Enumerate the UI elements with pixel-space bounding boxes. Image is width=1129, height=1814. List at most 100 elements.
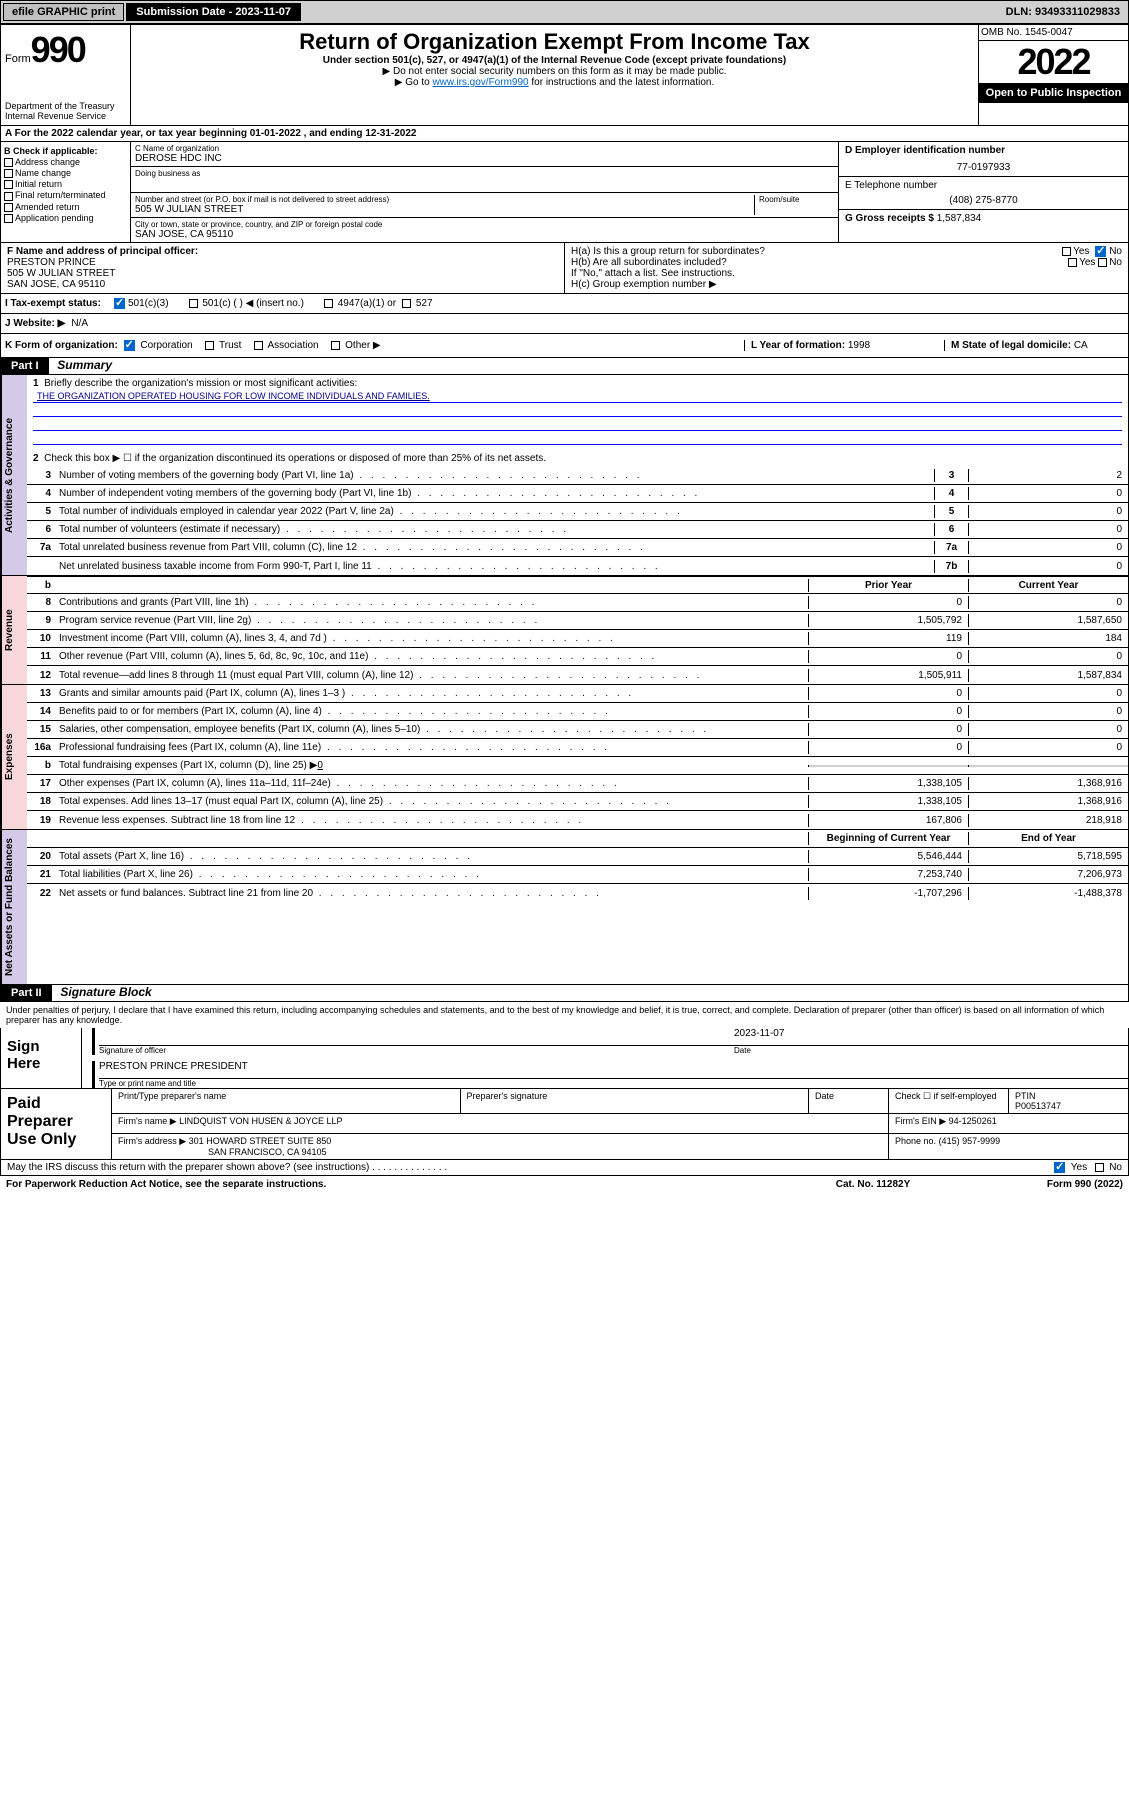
opt-other[interactable]: Other ▶ [345,340,380,351]
hb-yes[interactable]: Yes [1079,257,1095,268]
chk-initial-return[interactable]: Initial return [4,179,127,189]
col-current-year: Current Year [968,579,1128,592]
opt-association[interactable]: Association [267,340,318,351]
dln: DLN: 93493311029833 [998,4,1128,20]
row-b-marker: b [27,579,55,592]
opt-4947[interactable]: 4947(a)(1) or [338,298,396,309]
date-label: Date [728,1046,1128,1055]
prior-year-value: 0 [808,741,968,754]
chk-address-change[interactable]: Address change [4,157,127,167]
section-j: J Website: ▶ N/A [0,314,1129,334]
line-value: 0 [968,541,1128,554]
ha-no: No [1109,246,1122,257]
part2-bar: Part II [1,985,52,1001]
end-year-value: -1,488,378 [968,887,1128,900]
opt-501c[interactable]: 501(c) ( ) ◀ (insert no.) [202,298,304,309]
line-num [27,565,55,567]
tax-year-range: A For the 2022 calendar year, or tax yea… [0,126,1129,142]
ha-yes[interactable]: Yes [1073,246,1089,257]
chk-final-return[interactable]: Final return/terminated [4,190,127,200]
org-name: DEROSE HDC INC [135,153,834,164]
form-number: 990 [31,29,85,70]
line-label: Total expenses. Add lines 13–17 (must eq… [55,795,808,808]
firm-ein-label: Firm's EIN ▶ [895,1116,946,1126]
may-irs-no[interactable]: No [1109,1162,1122,1173]
goto-prefix: ▶ Go to [395,77,433,88]
firm-phone: (415) 957-9999 [939,1136,1001,1146]
current-year-value: 0 [968,650,1128,663]
col-end-year: End of Year [968,832,1128,845]
phone-value: (408) 275-8770 [845,191,1122,206]
hb-no[interactable]: No [1109,257,1122,268]
prior-year-value: 1,505,911 [808,669,968,682]
gross-receipts-label: G Gross receipts $ [845,213,937,224]
line-label: Contributions and grants (Part VIII, lin… [55,596,808,609]
part1-bar: Part I [1,358,49,374]
declaration: Under penalties of perjury, I declare th… [0,1002,1129,1028]
irs-link[interactable]: www.irs.gov/Form990 [432,77,528,88]
may-irs-row: May the IRS discuss this return with the… [0,1160,1129,1176]
may-irs-yes: Yes [1071,1162,1087,1173]
city-state-zip: SAN JOSE, CA 95110 [135,229,834,240]
vtab-governance: Activities & Governance [1,375,27,575]
topbar: efile GRAPHIC print Submission Date - 20… [0,0,1129,24]
line16b-label: Total fundraising expenses (Part IX, col… [59,760,317,771]
line-label: Net unrelated business taxable income fr… [55,560,934,573]
end-year-value: 7,206,973 [968,868,1128,881]
line1-label: Briefly describe the organization's miss… [44,378,357,389]
may-irs-label: May the IRS discuss this return with the… [7,1162,369,1173]
line-num: 13 [27,687,55,700]
line-cell: 3 [934,469,968,482]
opt-501c3: 501(c)(3) [128,298,169,309]
vtab-revenue: Revenue [1,576,27,684]
line-label: Total assets (Part X, line 16) [55,850,808,863]
line-num: 8 [27,596,55,609]
mission-text: THE ORGANIZATION OPERATED HOUSING FOR LO… [33,391,1122,403]
open-public-badge: Open to Public Inspection [979,83,1128,103]
year-formation: 1998 [848,340,870,351]
line-num: 17 [27,777,55,790]
end-year-value: 5,718,595 [968,850,1128,863]
begin-year-value: 5,546,444 [808,850,968,863]
self-employed-check[interactable]: Check ☐ if self-employed [888,1089,1008,1113]
prior-year-value: 1,505,792 [808,614,968,627]
part2-title: Signature Block [54,983,157,1001]
officer-name-title: PRESTON PRINCE PRESIDENT [99,1061,1128,1079]
signature-block: Sign Here Signature of officer 2023-11-0… [0,1028,1129,1160]
goto-suffix: for instructions and the latest informat… [531,77,714,88]
form-label: Form [5,53,31,65]
officer-addr1: 505 W JULIAN STREET [7,268,558,279]
current-year-value: 1,587,834 [968,669,1128,682]
efile-print-button[interactable]: efile GRAPHIC print [3,3,124,21]
firm-addr-label: Firm's address ▶ [118,1136,186,1146]
chk-corporation-checked [124,340,135,351]
check-if-label: B Check if applicable: [4,146,127,156]
begin-year-value: 7,253,740 [808,868,968,881]
dba-label: Doing business as [135,169,834,178]
ptin-value: P00513747 [1015,1101,1061,1111]
line-cell: 5 [934,505,968,518]
ein-value: 77-0197933 [845,156,1122,173]
current-year-value: 0 [968,687,1128,700]
col-prior-year: Prior Year [808,579,968,592]
line-label: Revenue less expenses. Subtract line 18 … [55,814,808,827]
submission-date: Submission Date - 2023-11-07 [126,3,301,21]
section-h: H(a) Is this a group return for subordin… [565,243,1128,293]
line-num: 22 [27,887,55,900]
form-org-label: K Form of organization: [5,340,118,351]
current-year-value: 0 [968,741,1128,754]
ptin-header: PTIN [1015,1091,1036,1101]
line-label: Total number of individuals employed in … [55,505,934,518]
line-num: 18 [27,795,55,808]
opt-527[interactable]: 527 [416,298,433,309]
line16b-val: 0 [317,760,323,771]
current-year-value: 1,368,916 [968,777,1128,790]
line-cell: 7b [934,560,968,573]
begin-year-value: -1,707,296 [808,887,968,900]
opt-trust[interactable]: Trust [219,340,241,351]
chk-name-change[interactable]: Name change [4,168,127,178]
chk-app-pending[interactable]: Application pending [4,213,127,223]
part1-net-assets: Net Assets or Fund Balances Beginning of… [0,830,1129,985]
chk-amended[interactable]: Amended return [4,202,127,212]
line-num: 21 [27,868,55,881]
